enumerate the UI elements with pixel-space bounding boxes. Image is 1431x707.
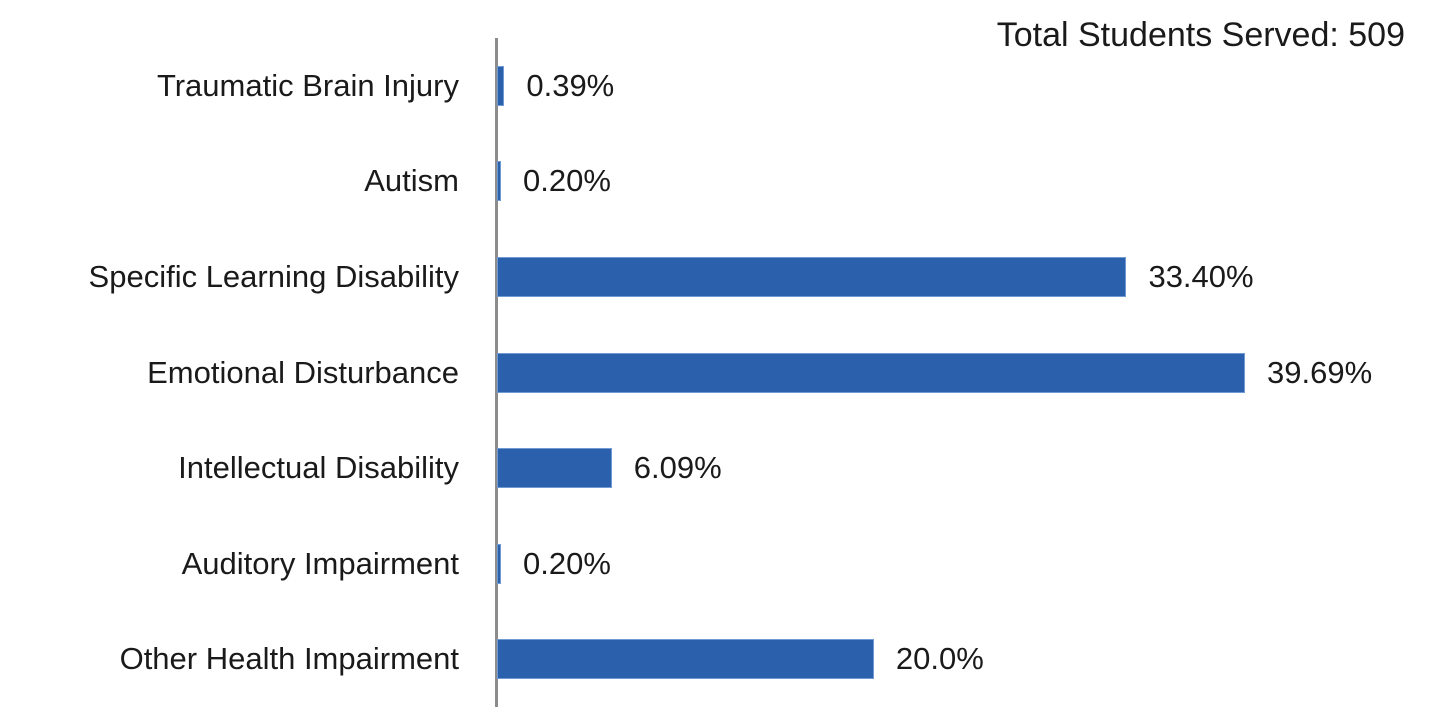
value-label: 33.40% — [1148, 258, 1254, 294]
bar-area: 0.39% — [497, 38, 1431, 134]
category-label: Autism — [364, 163, 459, 199]
chart-row: Emotional Disturbance 39.69% — [0, 325, 1431, 421]
category-label: Specific Learning Disability — [88, 258, 459, 294]
bar — [497, 352, 1245, 393]
bar-area: 0.20% — [497, 134, 1431, 230]
value-label: 0.20% — [523, 545, 611, 581]
chart-row: Traumatic Brain Injury 0.39% — [0, 38, 1431, 134]
bar — [497, 543, 501, 584]
chart-row: Auditory Impairment 0.20% — [0, 516, 1431, 612]
bar-area: 39.69% — [497, 325, 1431, 421]
bar-area: 20.0% — [497, 611, 1431, 707]
value-label: 6.09% — [633, 450, 722, 486]
value-label: 39.69% — [1267, 354, 1373, 390]
category-label: Traumatic Brain Injury — [156, 67, 459, 103]
category-label: Other Health Impairment — [119, 641, 459, 677]
category-label: Intellectual Disability — [178, 450, 459, 486]
chart-row: Intellectual Disability 6.09% — [0, 420, 1431, 516]
bar-area: 33.40% — [497, 229, 1431, 325]
value-label: 20.0% — [895, 641, 984, 677]
bar-area: 6.09% — [497, 420, 1431, 516]
chart-row: Autism 0.20% — [0, 134, 1431, 230]
category-label: Emotional Disturbance — [147, 354, 459, 390]
chart-rows: Traumatic Brain Injury 0.39% Autism 0.20% Sp… — [0, 38, 1431, 707]
bar — [497, 448, 612, 489]
bar — [497, 639, 874, 680]
chart-title: Total Students Served: 509 — [996, 16, 1405, 54]
value-label: 0.20% — [523, 163, 611, 199]
bar — [497, 161, 501, 202]
category-label: Auditory Impairment — [181, 545, 459, 581]
value-label: 0.39% — [526, 67, 615, 103]
chart-row: Other Health Impairment 20.0% — [0, 611, 1431, 707]
bar — [497, 65, 505, 106]
bar-area: 0.20% — [497, 516, 1431, 612]
chart-row: Specific Learning Disability 33.40% — [0, 229, 1431, 325]
bar — [497, 256, 1127, 297]
y-axis-line — [495, 38, 498, 707]
